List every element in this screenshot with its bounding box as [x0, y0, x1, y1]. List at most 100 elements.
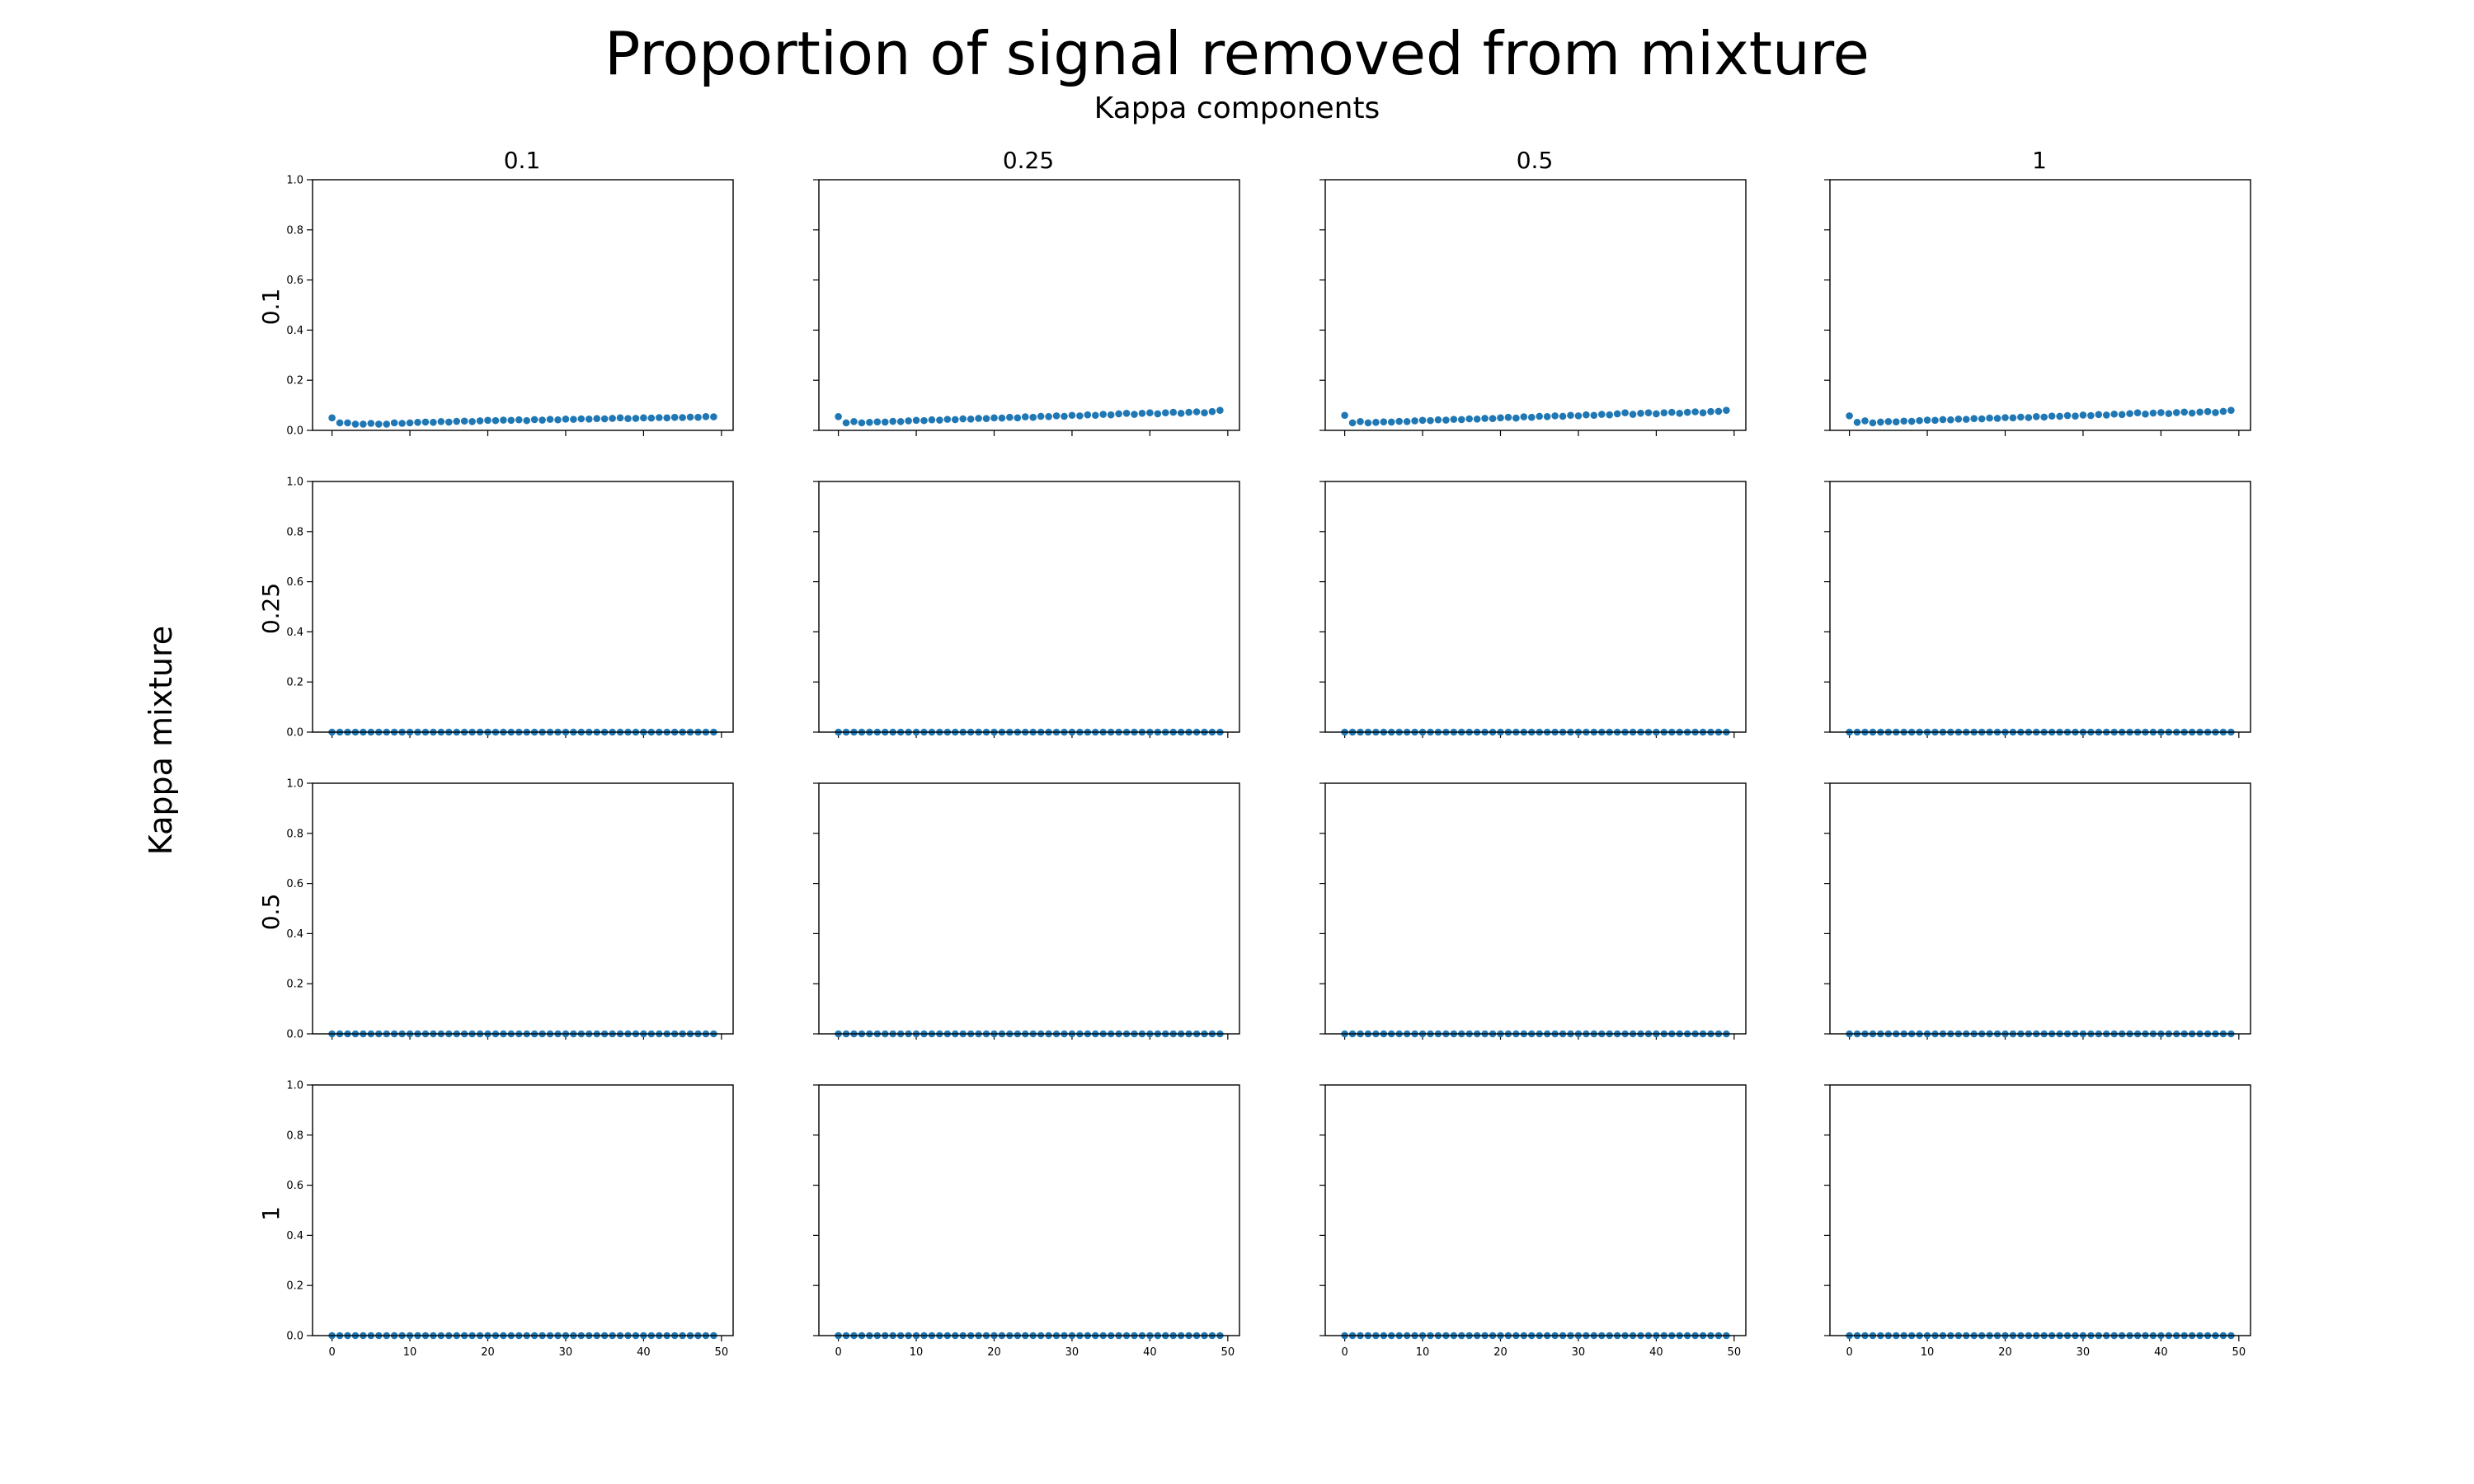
row-label: 0.1 [257, 288, 285, 326]
subplot [813, 179, 1240, 436]
data-point [912, 416, 920, 425]
data-point [1993, 415, 2001, 422]
data-point [383, 420, 391, 428]
data-point [990, 414, 998, 422]
data-point [1597, 411, 1606, 418]
data-point [663, 414, 671, 422]
data-point [1629, 411, 1637, 418]
subplot [1319, 481, 1747, 738]
data-point [670, 413, 679, 421]
x-tick-label: 30 [1065, 1346, 1079, 1359]
data-point [1364, 419, 1372, 427]
data-point [2032, 412, 2040, 420]
data-point [2188, 409, 2196, 417]
data-point [1536, 412, 1544, 420]
data-point [1068, 411, 1076, 420]
data-point [1037, 412, 1045, 420]
data-point [1707, 407, 1714, 416]
x-tick-label: 10 [1416, 1346, 1430, 1359]
data-point [1418, 416, 1427, 425]
data-point [570, 416, 577, 423]
data-point [1869, 419, 1877, 427]
data-point [492, 416, 500, 425]
data-point [468, 418, 476, 425]
data-point [2110, 410, 2119, 418]
y-tick-label: 0.6 [286, 275, 303, 287]
plot-frame [312, 782, 734, 1035]
y-tick-label: 0.4 [286, 325, 303, 337]
x-tick-label: 0 [1341, 1346, 1348, 1359]
data-point [616, 414, 624, 422]
data-point [1916, 416, 1923, 425]
x-tick-label: 10 [1921, 1346, 1935, 1359]
x-tick-label: 10 [403, 1346, 417, 1359]
data-point [1434, 416, 1442, 424]
x-tick-label: 30 [2077, 1346, 2091, 1359]
y-tick-label: 0.4 [286, 627, 303, 639]
data-point [967, 416, 975, 423]
data-point [1395, 417, 1404, 425]
data-point [2172, 409, 2180, 416]
data-point [1861, 417, 1869, 425]
data-point [647, 414, 656, 422]
subplot [1824, 481, 2251, 738]
data-point [1029, 413, 1037, 421]
data-point [2165, 410, 2173, 417]
data-point [453, 417, 461, 425]
plot-frame [1829, 782, 2251, 1035]
x-tick-label: 50 [2232, 1346, 2246, 1359]
plot-frame [1829, 481, 2251, 733]
data-point [702, 412, 710, 420]
data-point [1115, 410, 1122, 418]
data-point [344, 419, 351, 427]
data-point [1473, 416, 1481, 423]
data-point [1590, 411, 1598, 420]
y-tick-label: 0.8 [286, 224, 303, 237]
data-point [905, 417, 912, 425]
data-point [406, 419, 414, 427]
data-point [1884, 418, 1893, 425]
data-point [2072, 412, 2079, 420]
x-tick-label: 50 [1728, 1346, 1742, 1359]
y-tick-label: 0.4 [286, 1230, 303, 1242]
y-tick-label: 0.2 [286, 979, 303, 991]
data-point [1014, 414, 1022, 422]
x-tick-label: 40 [1143, 1346, 1157, 1359]
data-point [2196, 408, 2204, 416]
plot-frame [1829, 179, 2251, 431]
data-point [1723, 406, 1730, 414]
data-point [1621, 409, 1629, 417]
data-point [1122, 410, 1131, 417]
data-point [2040, 413, 2048, 421]
data-point [920, 416, 928, 425]
plot-frame [818, 481, 1240, 733]
data-point [1084, 411, 1092, 419]
data-point [1427, 416, 1434, 425]
data-point [1939, 416, 1947, 424]
data-point [1481, 415, 1489, 422]
row-label: 0.5 [257, 893, 285, 931]
data-point [367, 420, 375, 427]
data-point [1497, 414, 1504, 422]
y-tick-label: 0.8 [286, 526, 303, 538]
data-point [679, 414, 686, 421]
data-point [1154, 410, 1162, 418]
data-point [998, 414, 1006, 422]
y-tick-label: 0.8 [286, 828, 303, 840]
x-tick-label: 20 [1493, 1346, 1507, 1359]
data-point [1201, 409, 1208, 417]
data-point [2063, 411, 2072, 420]
plot-frame [818, 782, 1240, 1035]
data-point [1691, 408, 1699, 416]
y-tick-label: 1.0 [286, 477, 303, 489]
row-group-label: Kappa mixture [143, 625, 179, 856]
data-point [655, 414, 663, 421]
data-point [2095, 411, 2103, 419]
data-point [2009, 414, 2017, 422]
data-point [1970, 415, 1978, 423]
column-label: 0.25 [1002, 147, 1055, 174]
data-point [1660, 409, 1668, 417]
data-point [1372, 418, 1380, 426]
data-point [866, 418, 873, 426]
data-point [1931, 416, 1939, 425]
